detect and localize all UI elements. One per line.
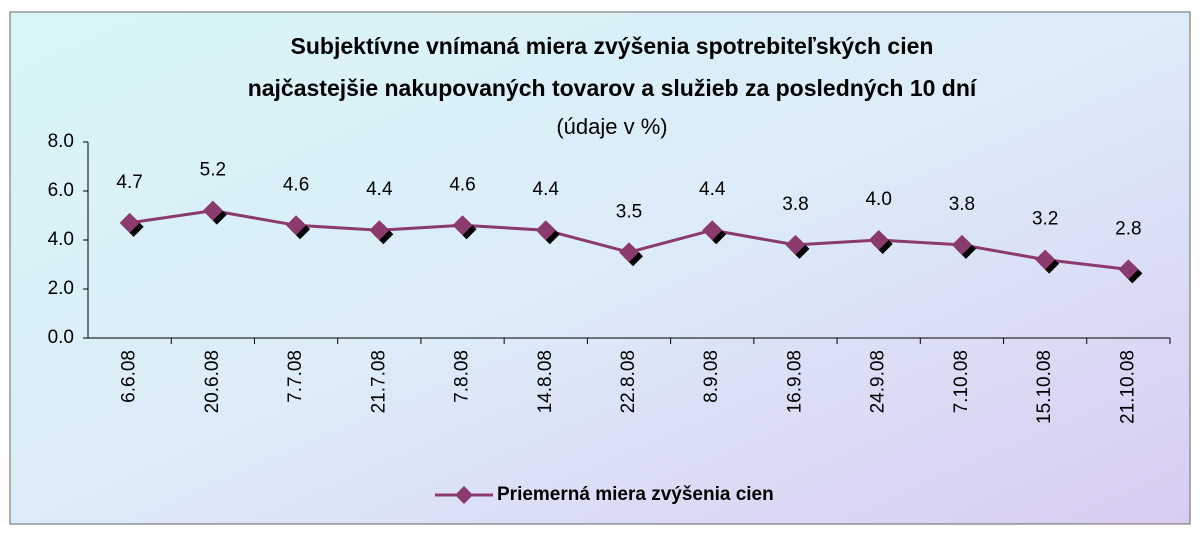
chart-title: najčastejšie nakupovaných tovarov a služ… [248, 75, 978, 101]
data-label: 4.6 [449, 174, 475, 195]
x-tick-label: 24.9.08 [868, 350, 889, 413]
data-label: 4.4 [699, 179, 726, 200]
y-tick-label: 0.0 [48, 327, 74, 348]
y-tick-label: 4.0 [48, 229, 74, 250]
legend-label: Priemerná miera zvýšenia cien [497, 484, 774, 505]
marker [951, 234, 972, 255]
marker [452, 215, 473, 236]
data-label: 3.2 [1032, 209, 1058, 230]
data-label: 4.6 [283, 174, 309, 195]
data-label: 3.8 [782, 194, 808, 215]
marker [202, 200, 223, 221]
x-tick-label: 21.7.08 [368, 350, 389, 413]
y-tick-label: 8.0 [48, 131, 74, 152]
data-label: 5.2 [200, 160, 226, 181]
data-label: 3.8 [949, 194, 975, 215]
marker [286, 215, 307, 236]
data-label: 2.8 [1115, 218, 1141, 239]
x-tick-label: 16.9.08 [784, 350, 805, 413]
x-tick-label: 22.8.08 [618, 350, 639, 413]
x-tick-label: 14.8.08 [535, 350, 556, 413]
data-label: 4.7 [116, 172, 142, 193]
y-tick-label: 6.0 [48, 180, 74, 201]
data-label: 4.4 [366, 179, 393, 200]
marker [535, 220, 556, 241]
x-tick-label: 7.10.08 [951, 350, 972, 413]
x-tick-label: 7.8.08 [452, 350, 473, 403]
x-tick-label: 8.9.08 [701, 350, 722, 403]
chart-title: Subjektívne vnímaná miera zvýšenia spotr… [291, 33, 934, 59]
marker [369, 220, 390, 241]
marker [619, 242, 639, 263]
legend-marker [455, 486, 473, 504]
marker [702, 220, 723, 241]
marker [868, 230, 889, 250]
data-label: 4.0 [865, 189, 891, 210]
marker [1035, 249, 1056, 270]
x-tick-label: 6.6.08 [119, 350, 140, 403]
marker [785, 234, 806, 255]
marker [119, 212, 140, 233]
data-label: 3.5 [616, 201, 642, 222]
x-tick-label: 7.7.08 [285, 350, 306, 403]
chart-background [9, 11, 1191, 525]
marker [1118, 259, 1139, 280]
data-label: 4.4 [533, 179, 560, 200]
x-tick-label: 15.10.08 [1034, 350, 1055, 424]
y-tick-label: 2.0 [48, 278, 74, 299]
x-tick-label: 20.6.08 [202, 350, 223, 413]
x-tick-label: 21.10.08 [1117, 350, 1138, 424]
chart-subtitle: (údaje v %) [556, 114, 667, 139]
